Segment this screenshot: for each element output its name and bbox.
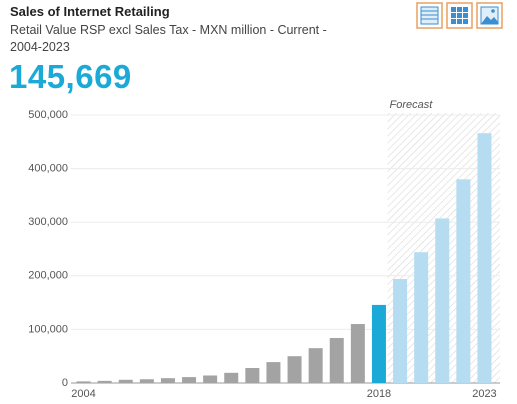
subtitle: Retail Value RSP excl Sales Tax - MXN mi… [10, 23, 327, 54]
bar [139, 379, 154, 383]
x-tick-label: 2004 [71, 388, 95, 400]
bar [414, 252, 429, 383]
chart-view-button[interactable] [476, 2, 503, 29]
x-tick-label: 2018 [367, 388, 391, 400]
bar [160, 378, 175, 383]
bar [371, 304, 386, 383]
bar [266, 362, 281, 383]
bar [118, 379, 133, 383]
forecast-label: Forecast [390, 99, 434, 111]
bar [287, 356, 302, 383]
bar [224, 372, 239, 383]
bar [182, 377, 197, 383]
headline-value: 145,669 [9, 58, 132, 95]
y-tick-label: 500,000 [28, 109, 68, 121]
view-switcher [416, 2, 503, 29]
bar [329, 337, 344, 383]
bar [477, 133, 492, 383]
bar [435, 218, 450, 383]
bar [97, 380, 112, 383]
y-tick-label: 100,000 [28, 323, 68, 335]
bar [393, 279, 408, 383]
x-tick-label: 2023 [472, 388, 496, 400]
grid-view-button[interactable] [446, 2, 473, 29]
bar [456, 179, 471, 383]
forecast-region [387, 113, 500, 383]
bar [350, 324, 365, 383]
bar [76, 381, 91, 383]
bar [245, 367, 260, 383]
y-tick-label: 0 [62, 377, 68, 389]
y-tick-label: 300,000 [28, 216, 68, 228]
y-tick-label: 400,000 [28, 163, 68, 175]
bar [308, 348, 323, 383]
y-tick-label: 200,000 [28, 270, 68, 282]
title: Sales of Internet Retailing [10, 4, 170, 19]
bar [203, 375, 218, 383]
table-view-button[interactable] [416, 2, 443, 29]
